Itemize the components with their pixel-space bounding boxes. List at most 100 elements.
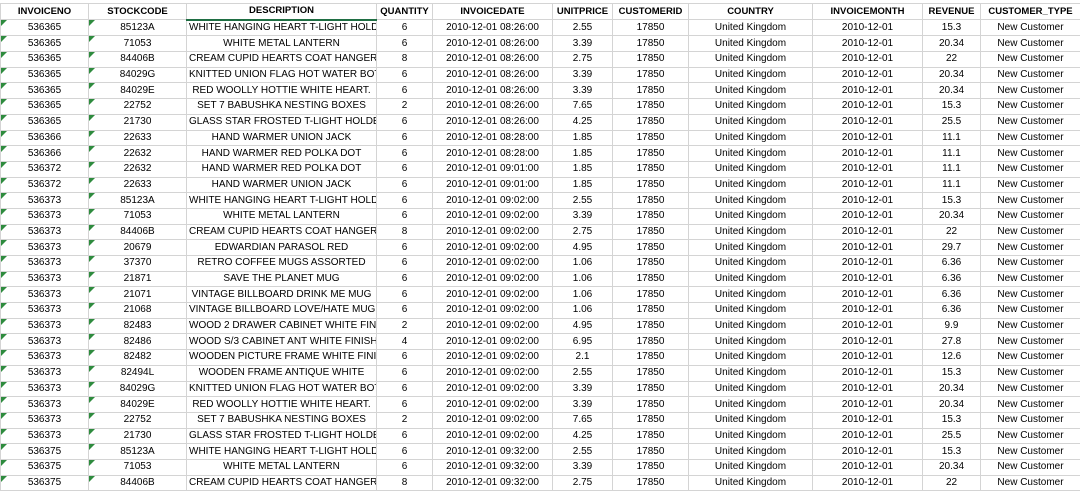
- description-cell[interactable]: GLASS STAR FROSTED T-LIGHT HOLDER: [187, 114, 377, 130]
- description-cell[interactable]: HAND WARMER RED POLKA DOT: [187, 161, 377, 177]
- quantity-cell[interactable]: 6: [377, 146, 433, 162]
- stockcode-cell[interactable]: 21871: [89, 271, 187, 287]
- customerid-cell[interactable]: 17850: [613, 146, 689, 162]
- country-cell[interactable]: United Kingdom: [689, 177, 813, 193]
- revenue-cell[interactable]: 15.3: [923, 365, 981, 381]
- invoicedate-cell[interactable]: 2010-12-01 09:32:00: [433, 459, 553, 475]
- customer-type-cell[interactable]: New Customer: [981, 52, 1080, 68]
- column-header-country[interactable]: COUNTRY: [689, 4, 813, 20]
- unitprice-cell[interactable]: 3.39: [553, 381, 613, 397]
- stockcode-cell[interactable]: 71053: [89, 36, 187, 52]
- invoiceno-cell[interactable]: 536372: [1, 177, 89, 193]
- invoiceno-cell[interactable]: 536366: [1, 130, 89, 146]
- invoicedate-cell[interactable]: 2010-12-01 09:02:00: [433, 381, 553, 397]
- description-cell[interactable]: SET 7 BABUSHKA NESTING BOXES: [187, 99, 377, 115]
- invoicedate-cell[interactable]: 2010-12-01 08:26:00: [433, 99, 553, 115]
- description-cell[interactable]: SET 7 BABUSHKA NESTING BOXES: [187, 412, 377, 428]
- unitprice-cell[interactable]: 2.55: [553, 365, 613, 381]
- stockcode-cell[interactable]: 85123A: [89, 20, 187, 36]
- invoicemonth-cell[interactable]: 2010-12-01: [813, 444, 923, 460]
- quantity-cell[interactable]: 6: [377, 444, 433, 460]
- invoicemonth-cell[interactable]: 2010-12-01: [813, 428, 923, 444]
- revenue-cell[interactable]: 15.3: [923, 20, 981, 36]
- invoicemonth-cell[interactable]: 2010-12-01: [813, 350, 923, 366]
- stockcode-cell[interactable]: 85123A: [89, 444, 187, 460]
- invoicedate-cell[interactable]: 2010-12-01 09:02:00: [433, 287, 553, 303]
- invoicedate-cell[interactable]: 2010-12-01 09:01:00: [433, 161, 553, 177]
- invoicedate-cell[interactable]: 2010-12-01 08:26:00: [433, 20, 553, 36]
- revenue-cell[interactable]: 11.1: [923, 177, 981, 193]
- customerid-cell[interactable]: 17850: [613, 318, 689, 334]
- invoicedate-cell[interactable]: 2010-12-01 09:02:00: [433, 350, 553, 366]
- invoiceno-cell[interactable]: 536365: [1, 99, 89, 115]
- unitprice-cell[interactable]: 1.06: [553, 256, 613, 272]
- revenue-cell[interactable]: 6.36: [923, 271, 981, 287]
- invoicemonth-cell[interactable]: 2010-12-01: [813, 287, 923, 303]
- invoicedate-cell[interactable]: 2010-12-01 08:26:00: [433, 52, 553, 68]
- customerid-cell[interactable]: 17850: [613, 193, 689, 209]
- column-header-stockcode[interactable]: STOCKCODE: [89, 4, 187, 20]
- customerid-cell[interactable]: 17850: [613, 36, 689, 52]
- stockcode-cell[interactable]: 82494L: [89, 365, 187, 381]
- customer-type-cell[interactable]: New Customer: [981, 36, 1080, 52]
- invoicedate-cell[interactable]: 2010-12-01 09:02:00: [433, 193, 553, 209]
- revenue-cell[interactable]: 6.36: [923, 256, 981, 272]
- invoicedate-cell[interactable]: 2010-12-01 08:26:00: [433, 36, 553, 52]
- unitprice-cell[interactable]: 3.39: [553, 208, 613, 224]
- invoicedate-cell[interactable]: 2010-12-01 08:28:00: [433, 130, 553, 146]
- invoiceno-cell[interactable]: 536365: [1, 52, 89, 68]
- unitprice-cell[interactable]: 4.25: [553, 114, 613, 130]
- quantity-cell[interactable]: 6: [377, 365, 433, 381]
- revenue-cell[interactable]: 20.34: [923, 397, 981, 413]
- invoiceno-cell[interactable]: 536373: [1, 303, 89, 319]
- country-cell[interactable]: United Kingdom: [689, 459, 813, 475]
- invoiceno-cell[interactable]: 536373: [1, 193, 89, 209]
- invoicedate-cell[interactable]: 2010-12-01 08:28:00: [433, 146, 553, 162]
- customerid-cell[interactable]: 17850: [613, 83, 689, 99]
- customer-type-cell[interactable]: New Customer: [981, 397, 1080, 413]
- customer-type-cell[interactable]: New Customer: [981, 303, 1080, 319]
- revenue-cell[interactable]: 20.34: [923, 208, 981, 224]
- customer-type-cell[interactable]: New Customer: [981, 83, 1080, 99]
- quantity-cell[interactable]: 8: [377, 224, 433, 240]
- customerid-cell[interactable]: 17850: [613, 114, 689, 130]
- customerid-cell[interactable]: 17850: [613, 475, 689, 491]
- invoicedate-cell[interactable]: 2010-12-01 08:26:00: [433, 67, 553, 83]
- unitprice-cell[interactable]: 2.55: [553, 193, 613, 209]
- country-cell[interactable]: United Kingdom: [689, 114, 813, 130]
- country-cell[interactable]: United Kingdom: [689, 365, 813, 381]
- column-header-customer-type[interactable]: CUSTOMER_TYPE: [981, 4, 1080, 20]
- stockcode-cell[interactable]: 82483: [89, 318, 187, 334]
- stockcode-cell[interactable]: 22633: [89, 130, 187, 146]
- stockcode-cell[interactable]: 82486: [89, 334, 187, 350]
- invoiceno-cell[interactable]: 536373: [1, 208, 89, 224]
- invoiceno-cell[interactable]: 536375: [1, 444, 89, 460]
- unitprice-cell[interactable]: 6.95: [553, 334, 613, 350]
- stockcode-cell[interactable]: 21068: [89, 303, 187, 319]
- country-cell[interactable]: United Kingdom: [689, 130, 813, 146]
- customer-type-cell[interactable]: New Customer: [981, 20, 1080, 36]
- customer-type-cell[interactable]: New Customer: [981, 428, 1080, 444]
- invoicedate-cell[interactable]: 2010-12-01 09:02:00: [433, 365, 553, 381]
- stockcode-cell[interactable]: 21071: [89, 287, 187, 303]
- country-cell[interactable]: United Kingdom: [689, 397, 813, 413]
- revenue-cell[interactable]: 6.36: [923, 303, 981, 319]
- country-cell[interactable]: United Kingdom: [689, 381, 813, 397]
- customerid-cell[interactable]: 17850: [613, 208, 689, 224]
- quantity-cell[interactable]: 8: [377, 52, 433, 68]
- country-cell[interactable]: United Kingdom: [689, 350, 813, 366]
- invoiceno-cell[interactable]: 536373: [1, 365, 89, 381]
- invoicemonth-cell[interactable]: 2010-12-01: [813, 177, 923, 193]
- stockcode-cell[interactable]: 20679: [89, 240, 187, 256]
- description-cell[interactable]: WHITE METAL LANTERN: [187, 36, 377, 52]
- description-cell[interactable]: RETRO COFFEE MUGS ASSORTED: [187, 256, 377, 272]
- invoicemonth-cell[interactable]: 2010-12-01: [813, 20, 923, 36]
- customerid-cell[interactable]: 17850: [613, 130, 689, 146]
- invoicemonth-cell[interactable]: 2010-12-01: [813, 334, 923, 350]
- invoiceno-cell[interactable]: 536365: [1, 114, 89, 130]
- unitprice-cell[interactable]: 7.65: [553, 99, 613, 115]
- column-header-quantity[interactable]: QUANTITY: [377, 4, 433, 20]
- customer-type-cell[interactable]: New Customer: [981, 177, 1080, 193]
- invoicedate-cell[interactable]: 2010-12-01 09:02:00: [433, 334, 553, 350]
- customerid-cell[interactable]: 17850: [613, 381, 689, 397]
